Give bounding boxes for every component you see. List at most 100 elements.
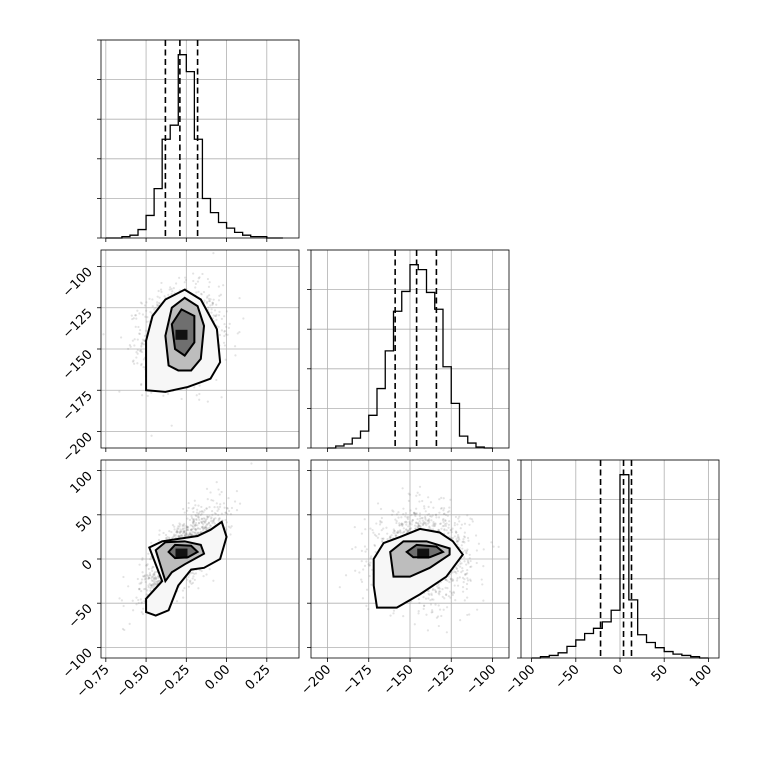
sample-point bbox=[418, 514, 421, 518]
sample-point bbox=[447, 595, 450, 598]
sample-point bbox=[418, 517, 422, 520]
sample-point bbox=[190, 515, 193, 518]
sample-point bbox=[143, 599, 146, 603]
sample-point bbox=[203, 520, 206, 523]
sample-point bbox=[428, 593, 431, 596]
sample-point bbox=[152, 583, 155, 586]
sample-point bbox=[149, 586, 152, 590]
sample-point bbox=[200, 293, 203, 296]
sample-point bbox=[451, 571, 454, 574]
sample-point bbox=[219, 503, 222, 506]
sample-point bbox=[369, 527, 372, 530]
sample-point bbox=[223, 506, 226, 509]
sample-point bbox=[392, 531, 395, 534]
sample-point bbox=[193, 523, 196, 526]
sample-point bbox=[191, 507, 194, 510]
sample-point bbox=[194, 531, 197, 534]
sample-point bbox=[155, 580, 159, 583]
sample-point bbox=[207, 527, 210, 530]
sample-point bbox=[444, 578, 447, 581]
sample-point bbox=[205, 526, 208, 529]
sample-point bbox=[190, 534, 193, 537]
sample-point bbox=[225, 506, 229, 510]
sample-point bbox=[455, 566, 458, 569]
sample-point bbox=[189, 531, 192, 534]
sample-point bbox=[192, 575, 195, 578]
sample-point bbox=[147, 576, 151, 579]
sample-point bbox=[209, 304, 212, 307]
sample-point bbox=[198, 527, 202, 531]
sample-point bbox=[140, 362, 143, 366]
sample-point bbox=[448, 520, 451, 523]
sample-point bbox=[436, 585, 439, 588]
sample-point bbox=[432, 506, 435, 509]
sample-point bbox=[370, 583, 373, 586]
sample-point bbox=[474, 534, 478, 537]
sample-point bbox=[338, 586, 341, 589]
sample-point bbox=[184, 533, 187, 536]
sample-point bbox=[441, 587, 444, 591]
sample-point bbox=[187, 533, 190, 537]
sample-point bbox=[395, 519, 398, 523]
sample-point bbox=[455, 572, 458, 575]
sample-point bbox=[177, 535, 180, 538]
sample-point bbox=[128, 622, 131, 625]
sample-point bbox=[217, 325, 220, 329]
sample-point bbox=[170, 292, 173, 296]
sample-point bbox=[143, 588, 146, 591]
sample-point bbox=[178, 534, 182, 538]
sample-point bbox=[401, 523, 404, 526]
sample-point bbox=[138, 312, 141, 315]
sample-point bbox=[466, 613, 469, 617]
sample-point bbox=[434, 513, 438, 516]
sample-point bbox=[212, 579, 215, 582]
sample-point bbox=[171, 536, 174, 539]
sample-point bbox=[127, 585, 130, 588]
sample-point bbox=[411, 518, 414, 522]
sample-point bbox=[233, 500, 237, 503]
sample-point bbox=[417, 524, 421, 527]
sample-point bbox=[423, 505, 426, 508]
sample-point bbox=[183, 527, 186, 530]
sample-point bbox=[482, 548, 485, 551]
sample-point bbox=[453, 584, 456, 587]
sample-point bbox=[428, 526, 431, 529]
sample-point bbox=[184, 534, 187, 537]
sample-point bbox=[197, 277, 200, 280]
sample-point bbox=[365, 560, 368, 563]
sample-point bbox=[197, 290, 200, 293]
sample-point bbox=[153, 572, 156, 575]
sample-point bbox=[131, 339, 134, 342]
sample-point bbox=[180, 397, 183, 401]
sample-point bbox=[463, 522, 467, 525]
sample-point bbox=[466, 579, 470, 582]
sample-point bbox=[426, 519, 429, 522]
sample-point bbox=[191, 577, 194, 580]
sample-point bbox=[207, 521, 211, 524]
sample-point bbox=[465, 582, 469, 586]
sample-point bbox=[413, 524, 417, 527]
sample-point bbox=[194, 282, 197, 285]
sample-point bbox=[437, 528, 441, 532]
sample-point bbox=[226, 512, 229, 516]
sample-point bbox=[448, 506, 451, 509]
sample-point bbox=[148, 577, 151, 580]
sample-point bbox=[198, 276, 201, 279]
sample-point bbox=[456, 536, 459, 539]
sample-point bbox=[415, 525, 418, 528]
sample-point bbox=[193, 386, 196, 389]
sample-point bbox=[195, 521, 198, 525]
sample-point bbox=[167, 392, 170, 396]
sample-point bbox=[414, 512, 417, 515]
sample-point bbox=[140, 601, 144, 604]
sample-point bbox=[222, 284, 225, 287]
sample-point bbox=[208, 515, 211, 518]
sample-point bbox=[135, 317, 138, 320]
sample-point bbox=[379, 507, 383, 511]
sample-point bbox=[218, 310, 221, 313]
sample-point bbox=[157, 538, 161, 542]
sample-point bbox=[191, 527, 194, 530]
sample-point bbox=[190, 528, 193, 531]
sample-point bbox=[217, 285, 220, 288]
sample-point bbox=[425, 613, 428, 616]
